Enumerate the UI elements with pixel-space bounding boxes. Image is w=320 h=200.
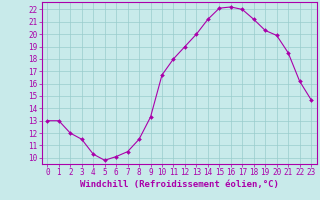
X-axis label: Windchill (Refroidissement éolien,°C): Windchill (Refroidissement éolien,°C) xyxy=(80,180,279,189)
